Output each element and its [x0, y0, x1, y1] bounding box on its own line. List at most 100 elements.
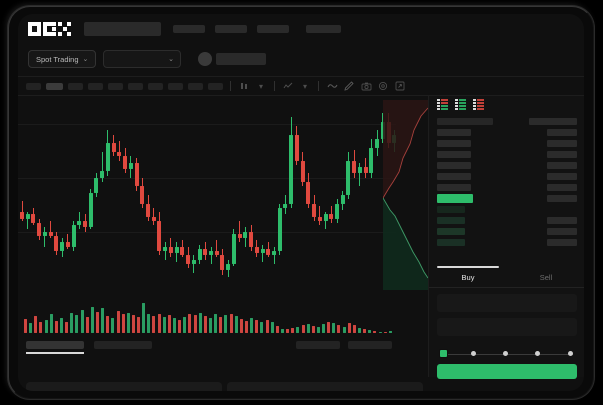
chart-tab-trades[interactable]: [296, 341, 340, 349]
volume-bar: [173, 318, 177, 333]
orderbook-view-both-icon[interactable]: [437, 99, 448, 110]
toolbar-divider: [274, 81, 275, 91]
volume-bar: [373, 331, 377, 333]
nav-item-1[interactable]: [173, 25, 205, 33]
timeframe-7[interactable]: [148, 82, 163, 90]
orderbook-last-price-row[interactable]: [429, 193, 584, 204]
candle-body: [77, 220, 82, 226]
settings-gear-icon[interactable]: [377, 80, 389, 92]
indicators-chevron-down-icon[interactable]: ▾: [302, 81, 307, 91]
open-orders-panel[interactable]: [26, 382, 222, 391]
timeframe-1[interactable]: [26, 82, 41, 90]
volume-bar: [198, 312, 202, 333]
spot-trading-dropdown[interactable]: Spot Trading ⌄: [28, 50, 97, 68]
timeframe-9[interactable]: [188, 82, 203, 90]
fullscreen-icon[interactable]: [394, 80, 406, 92]
candle-body: [260, 248, 265, 254]
timeframe-3[interactable]: [68, 82, 83, 90]
volume-bar: [95, 311, 99, 333]
volume-bar: [291, 327, 295, 333]
order-amount-slider[interactable]: [439, 349, 577, 359]
timeframe-6[interactable]: [128, 82, 143, 90]
candle-wick: [118, 141, 120, 161]
orderbook-bid-row[interactable]: [429, 215, 584, 226]
chart-tab-chart[interactable]: [26, 341, 84, 349]
orderbook-view-bids-icon[interactable]: [455, 99, 466, 110]
avatar: [198, 52, 212, 66]
orderbook-bid-row[interactable]: [429, 237, 584, 248]
nav-item-2[interactable]: [215, 25, 247, 33]
orderbook-bid-row[interactable]: [429, 226, 584, 237]
orderbook-header-row: [429, 116, 584, 127]
orderbook-ask-row[interactable]: [429, 182, 584, 193]
line-wave-icon[interactable]: [326, 80, 338, 92]
search-input[interactable]: [84, 22, 161, 36]
volume-bar: [301, 325, 305, 333]
indicators-icon[interactable]: [282, 80, 294, 92]
order-amount-field[interactable]: [437, 318, 577, 336]
volume-bar: [167, 315, 171, 333]
chart-tab-depth[interactable]: [348, 341, 392, 349]
timeframe-8[interactable]: [168, 82, 183, 90]
timeframe-2[interactable]: [46, 82, 63, 90]
tab-sell[interactable]: Sell: [539, 273, 553, 282]
candle-body: [380, 121, 385, 139]
amount-cell: [547, 195, 577, 202]
slider-node-75[interactable]: [535, 351, 540, 356]
volume-bar: [280, 329, 284, 333]
pair-select-dropdown[interactable]: ⌄: [103, 50, 181, 68]
slider-node-25[interactable]: [471, 351, 476, 356]
volume-bar: [296, 326, 300, 333]
volume-bar: [80, 310, 84, 333]
timeframe-4[interactable]: [88, 82, 103, 90]
orderbook-ask-row[interactable]: [429, 127, 584, 138]
camera-snapshot-icon[interactable]: [360, 80, 372, 92]
chart-type-icon[interactable]: [238, 80, 250, 92]
pencil-draw-icon[interactable]: [343, 80, 355, 92]
orderbook-rows[interactable]: [429, 116, 584, 248]
volume-bar: [250, 318, 254, 333]
tab-buy[interactable]: Buy: [461, 273, 475, 282]
timeframe-5[interactable]: [108, 82, 123, 90]
volume-bar: [85, 317, 89, 333]
timeframe-10[interactable]: [208, 82, 223, 90]
price-cell: [437, 140, 471, 147]
candlestick-chart[interactable]: [18, 100, 428, 290]
volume-bar: [126, 312, 130, 333]
slider-handle[interactable]: [439, 349, 448, 358]
chart-tab-info[interactable]: [94, 341, 152, 349]
volume-bar: [363, 329, 367, 333]
gridline: [18, 178, 396, 179]
okx-logo-icon[interactable]: [28, 22, 71, 36]
candle-body: [254, 246, 259, 254]
candle-body: [249, 231, 254, 247]
candle-body: [346, 160, 351, 195]
amount-cell: [547, 151, 577, 158]
orderbook-ask-row[interactable]: [429, 138, 584, 149]
orderbook-ask-row[interactable]: [429, 149, 584, 160]
chart-type-chevron-down-icon[interactable]: ▾: [258, 81, 263, 91]
orderbook-ask-row[interactable]: [429, 171, 584, 182]
candle-wick: [153, 207, 155, 226]
nav-item-3[interactable]: [257, 25, 289, 33]
order-price-field[interactable]: [437, 294, 577, 312]
slider-node-100[interactable]: [568, 351, 573, 356]
orderbook-ask-row[interactable]: [429, 160, 584, 171]
place-buy-order-button[interactable]: [437, 364, 577, 379]
volume-bar: [49, 313, 53, 333]
okx-logo-x-icon: [58, 22, 71, 36]
volume-bar: [54, 320, 58, 333]
candle-body: [37, 223, 42, 236]
volume-bar: [44, 319, 48, 333]
nav-item-4[interactable]: [306, 25, 341, 33]
slider-node-50[interactable]: [503, 351, 508, 356]
orderbook-bid-row[interactable]: [429, 204, 584, 215]
chart-panel[interactable]: [18, 96, 428, 377]
orderbook-amount-header: [529, 118, 577, 125]
orderbook-view-asks-icon[interactable]: [473, 99, 484, 110]
price-cell: [437, 206, 465, 213]
volume-bar: [65, 321, 69, 333]
orderbook-panel: Buy Sell: [428, 96, 584, 379]
candle-body: [209, 251, 213, 256]
positions-panel[interactable]: [227, 382, 423, 391]
